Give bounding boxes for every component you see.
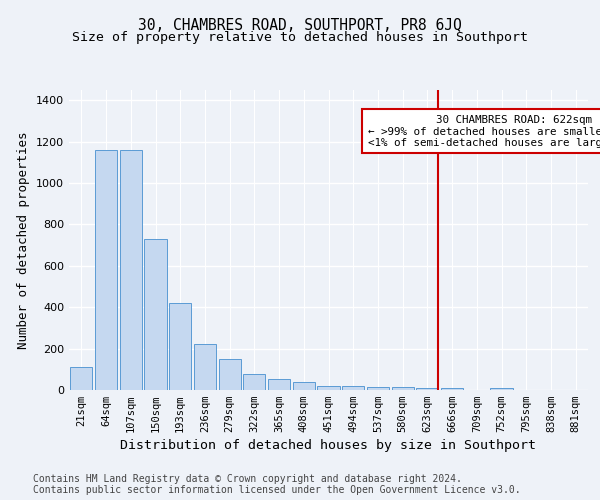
Bar: [342, 386, 364, 390]
Bar: [490, 388, 512, 390]
Bar: [268, 379, 290, 390]
Bar: [367, 387, 389, 390]
Text: Contains public sector information licensed under the Open Government Licence v3: Contains public sector information licen…: [33, 485, 521, 495]
Bar: [293, 382, 315, 390]
Text: 30 CHAMBRES ROAD: 622sqm
← >99% of detached houses are smaller (4,106)
<1% of se: 30 CHAMBRES ROAD: 622sqm ← >99% of detac…: [368, 115, 600, 148]
Bar: [194, 344, 216, 390]
Bar: [317, 386, 340, 390]
Bar: [441, 388, 463, 390]
Bar: [119, 150, 142, 390]
Bar: [169, 303, 191, 390]
Bar: [392, 387, 414, 390]
Bar: [70, 367, 92, 390]
Bar: [95, 150, 117, 390]
X-axis label: Distribution of detached houses by size in Southport: Distribution of detached houses by size …: [121, 440, 536, 452]
Text: Contains HM Land Registry data © Crown copyright and database right 2024.: Contains HM Land Registry data © Crown c…: [33, 474, 462, 484]
Y-axis label: Number of detached properties: Number of detached properties: [17, 131, 31, 349]
Bar: [145, 239, 167, 390]
Text: 30, CHAMBRES ROAD, SOUTHPORT, PR8 6JQ: 30, CHAMBRES ROAD, SOUTHPORT, PR8 6JQ: [138, 18, 462, 32]
Text: Size of property relative to detached houses in Southport: Size of property relative to detached ho…: [72, 31, 528, 44]
Bar: [218, 359, 241, 390]
Bar: [243, 374, 265, 390]
Bar: [416, 388, 439, 390]
